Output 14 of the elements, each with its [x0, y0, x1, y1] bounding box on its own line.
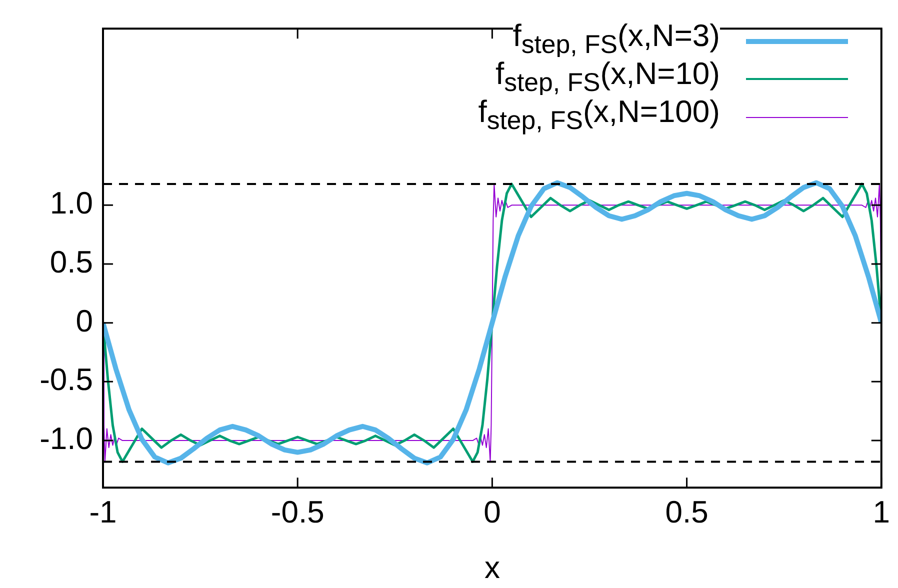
y-tick-label: 1.0: [50, 186, 93, 221]
legend-label: f$_{step, FS}$(x,N=10): [495, 56, 720, 98]
y-tick-label: 0: [76, 303, 93, 338]
x-tick-label: -1: [89, 494, 117, 530]
y-tick-label: 0.5: [50, 244, 93, 280]
x-tick-label: 0: [484, 494, 501, 530]
legend-label: f$_{step, FS}$(x,N=100): [478, 94, 720, 139]
legend-label: f$_{step, FS}$(x,N=3): [512, 18, 720, 60]
y-tick-label: -0.5: [40, 362, 93, 398]
x-tick-label: -0.5: [270, 494, 324, 530]
y-tick-label: -1.0: [40, 421, 93, 456]
x-tick-label: 1: [872, 494, 890, 530]
x-tick-label: 0.5: [665, 494, 708, 530]
x-axis-title: x: [484, 550, 500, 585]
